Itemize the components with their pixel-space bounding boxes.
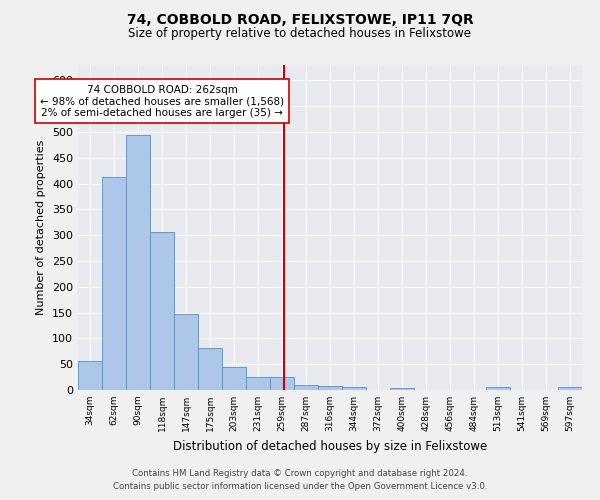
- Bar: [342, 388, 366, 390]
- Bar: [78, 360, 102, 390]
- Bar: [126, 134, 150, 390]
- Bar: [486, 388, 510, 390]
- Bar: [102, 177, 126, 390]
- X-axis label: Distribution of detached houses by size in Felixstowe: Distribution of detached houses by size …: [173, 440, 487, 452]
- Bar: [294, 385, 318, 390]
- Bar: [318, 386, 342, 390]
- Bar: [558, 388, 582, 390]
- Text: Contains public sector information licensed under the Open Government Licence v3: Contains public sector information licen…: [113, 482, 487, 491]
- Bar: [222, 368, 246, 390]
- Text: 74, COBBOLD ROAD, FELIXSTOWE, IP11 7QR: 74, COBBOLD ROAD, FELIXSTOWE, IP11 7QR: [127, 12, 473, 26]
- Text: Size of property relative to detached houses in Felixstowe: Size of property relative to detached ho…: [128, 28, 472, 40]
- Y-axis label: Number of detached properties: Number of detached properties: [37, 140, 46, 315]
- Bar: [390, 388, 414, 390]
- Bar: [270, 377, 294, 390]
- Bar: [246, 377, 270, 390]
- Text: Contains HM Land Registry data © Crown copyright and database right 2024.: Contains HM Land Registry data © Crown c…: [132, 468, 468, 477]
- Text: 74 COBBOLD ROAD: 262sqm
← 98% of detached houses are smaller (1,568)
2% of semi-: 74 COBBOLD ROAD: 262sqm ← 98% of detache…: [40, 84, 284, 118]
- Bar: [150, 232, 174, 390]
- Bar: [198, 348, 222, 390]
- Bar: [174, 314, 198, 390]
